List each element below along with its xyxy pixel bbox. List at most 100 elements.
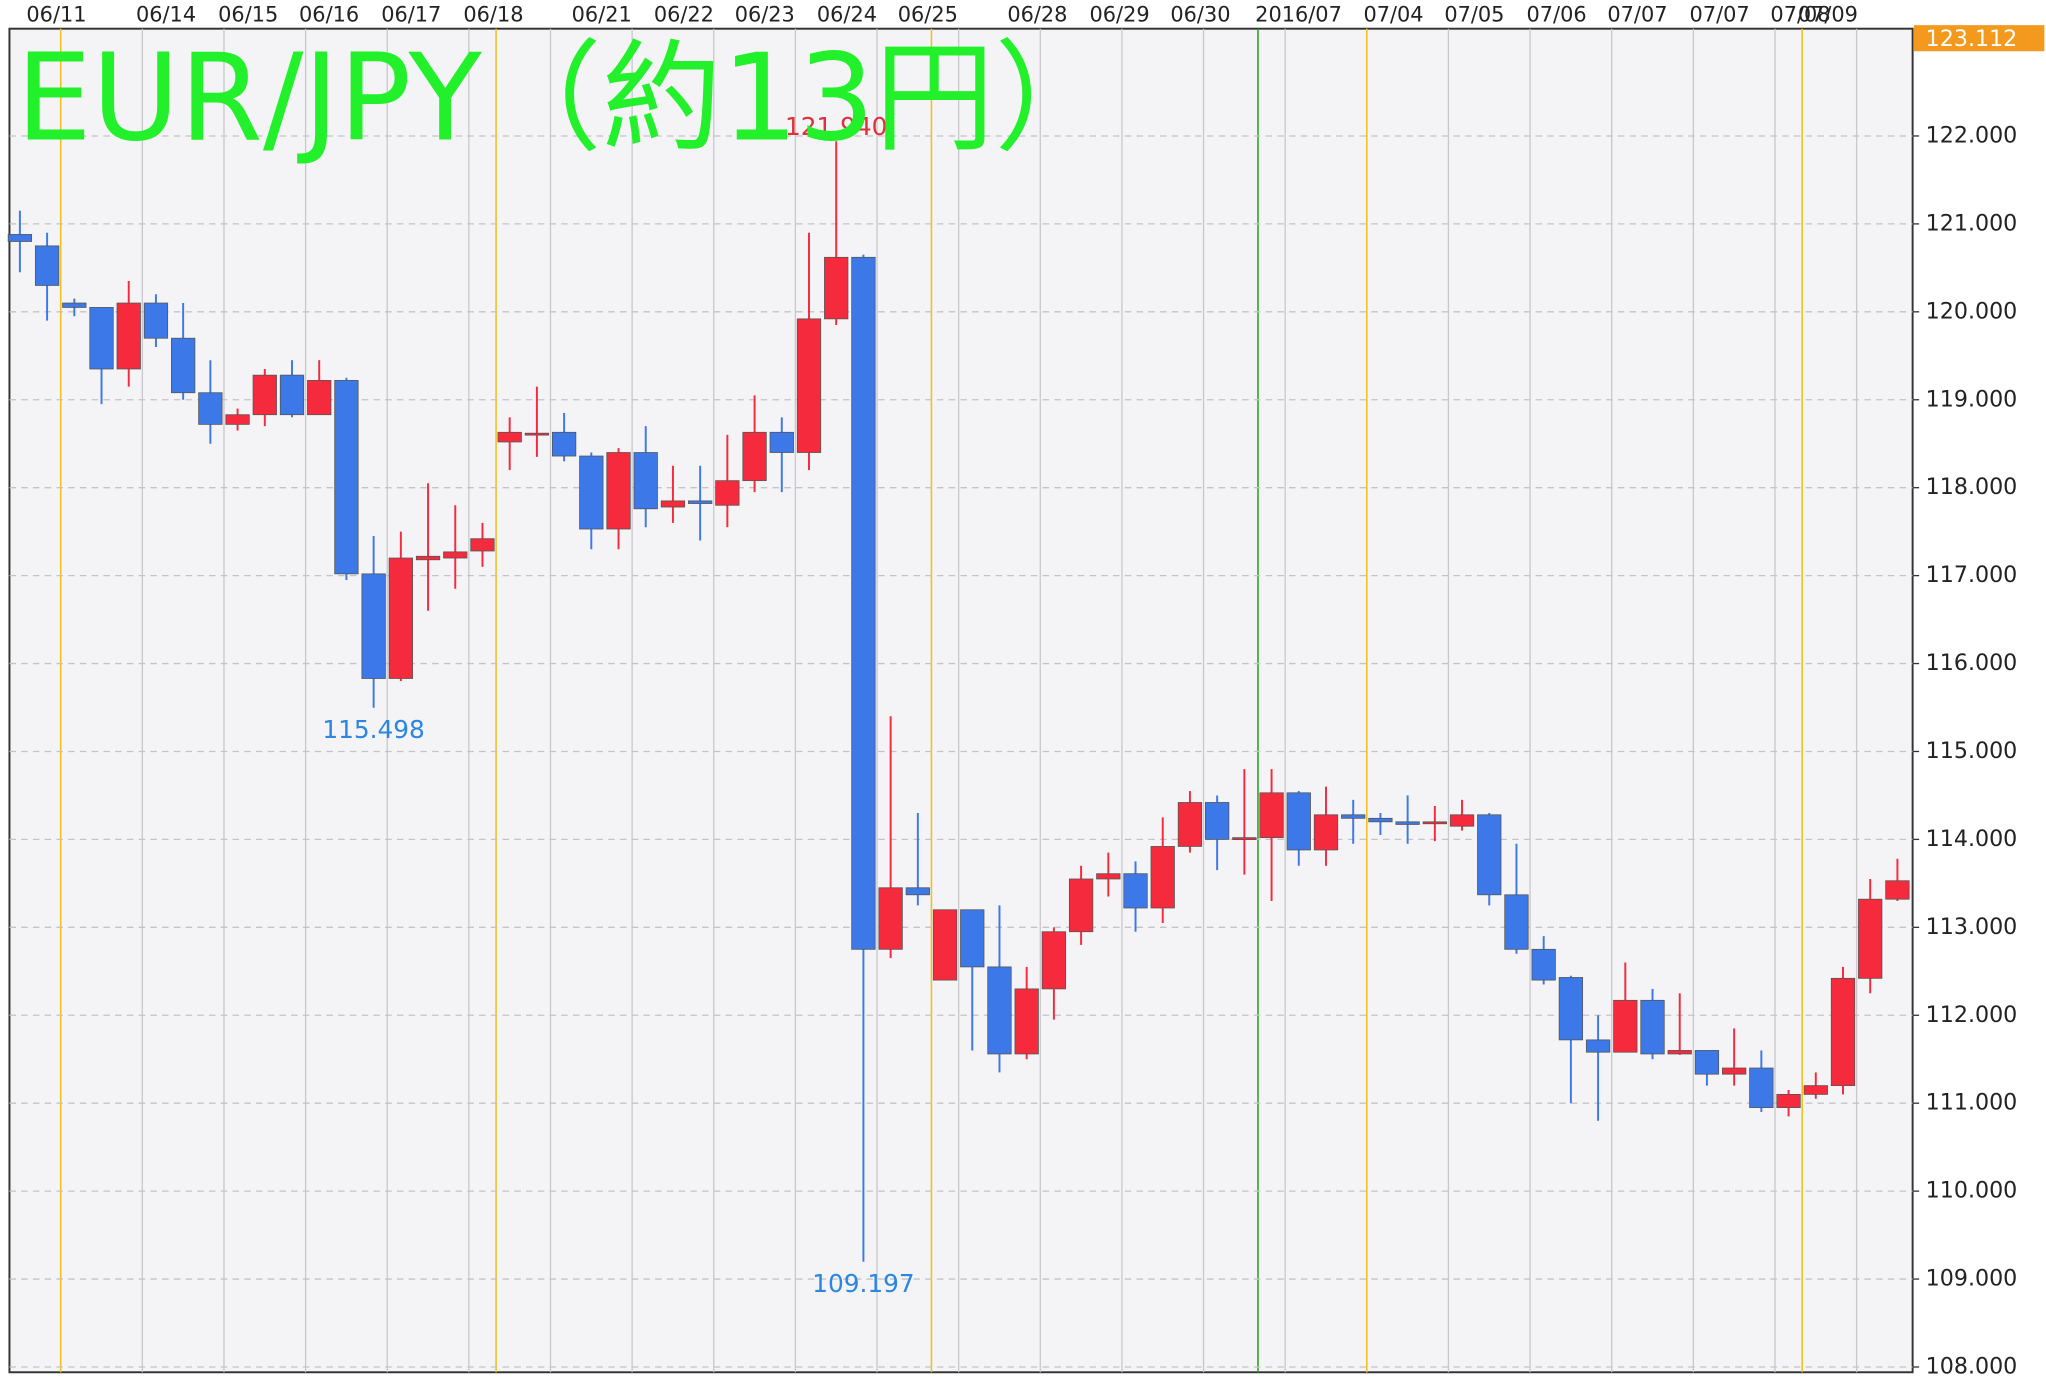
candle-body [1096,873,1121,880]
candle-body [1368,817,1393,823]
candle-body [742,431,767,482]
candle-body [1694,1050,1720,1075]
candle-body [1504,894,1529,950]
y-tick-label: 108.000 [1926,1353,2018,1379]
candles [7,141,1910,1262]
candle-body [116,302,141,370]
candle-body [1830,977,1856,1087]
candle-body [1205,802,1230,840]
x-tick-label: 07/04 [1363,3,1423,27]
candle-body [851,256,876,950]
candle-body [279,374,305,416]
candle-body [143,302,169,339]
x-tick-label: 06/17 [381,3,441,27]
x-tick-label: 06/24 [817,3,877,27]
candle-body [1585,1039,1611,1053]
y-tick-label: 112.000 [1926,1002,2018,1028]
x-tick-label: 07/05 [1444,3,1504,27]
candle-body [1449,814,1475,827]
x-tick-label: 06/14 [136,3,196,27]
annotation-label: 121.940 [785,112,887,141]
candle-body [443,551,468,559]
candle-body [633,452,658,510]
x-tick-label: 06/15 [218,3,278,27]
y-tick-label: 115.000 [1926,738,2018,764]
y-tick-label: 110.000 [1926,1178,2018,1204]
y-tick-label: 117.000 [1926,562,2018,588]
candle-body [307,380,332,416]
candle-body [1477,814,1502,896]
candle-body [252,374,277,416]
candle-body [1232,837,1257,840]
y-tick-label: 114.000 [1926,826,2018,852]
x-tick-label: 2016/07 [1255,3,1342,27]
candle-body [1068,878,1094,933]
candle-body [688,500,713,504]
candle-body [361,573,386,679]
x-tick-label: 06/22 [654,3,714,27]
x-tick-label: 06/21 [572,3,632,27]
annotation-label: 109.197 [812,1269,914,1298]
candle-body [1531,948,1556,981]
candle-body [1259,792,1284,839]
y-tick-label: 113.000 [1926,914,2018,940]
x-tick-label: 06/18 [463,3,523,27]
x-tick-label: 06/28 [1007,3,1067,27]
candle-body [1613,999,1638,1053]
labels: 108.000 109.000 110.000 111.000 112.000 113.0… [26,3,2045,1379]
candle-body [1422,821,1447,825]
x-tick-label: 06/25 [898,3,958,27]
candle-body [606,452,631,530]
grid [9,28,1920,1373]
candle-body [824,256,849,320]
plot-area [8,27,1914,1374]
candle-body [1014,988,1039,1055]
candle-body [89,307,114,370]
candle-body [415,555,441,561]
candle-body [660,500,686,508]
y-tick-label: 109.000 [1926,1266,2018,1292]
candle-body [796,318,822,453]
candle-body [524,432,550,436]
candle-body [34,245,60,286]
candle-body [1341,814,1366,819]
candle-body [1286,792,1311,851]
x-tick-label: 06/23 [735,3,795,27]
candle-body [1041,931,1067,990]
y-tick-label: 116.000 [1926,650,2018,676]
x-tick-label: 07/08 [1770,3,1830,27]
candle-body [1313,814,1339,851]
x-tick-label: 07/06 [1527,3,1587,27]
x-tick-label: 07/07 [1690,3,1750,27]
candle-body [225,414,250,425]
candle-body [1749,1067,1774,1108]
x-tick-label: 07/09 [1798,3,1858,27]
candle-body [470,538,495,552]
candle-body [388,557,413,679]
candle-body [1803,1085,1828,1095]
x-tick-label: 06/16 [299,3,359,27]
candle-body [198,392,223,425]
candle-body [715,480,740,506]
y-tick-label: 118.000 [1926,474,2018,500]
candle-body [579,455,604,530]
chart-title: EUR/JPY（約13円） [16,30,1115,169]
y-tick-label: 111.000 [1926,1090,2018,1116]
candle-body [1858,898,1883,979]
candle-body [1667,1050,1692,1055]
candle-body [1776,1094,1801,1108]
candle-body [932,909,958,981]
x-tick-label: 06/29 [1090,3,1150,27]
candle-body [960,909,985,968]
candle-body [1150,846,1175,909]
candle-body [905,887,930,896]
candle-body [1885,880,1910,900]
x-tick-label: 07/07 [1607,3,1667,27]
candle-body [497,431,522,443]
x-tick-label: 06/11 [26,3,86,27]
candle-body [7,234,33,242]
y-tick-label: 119.000 [1926,386,2018,412]
x-tick-label: 06/30 [1170,3,1230,27]
candle-body [878,887,903,950]
